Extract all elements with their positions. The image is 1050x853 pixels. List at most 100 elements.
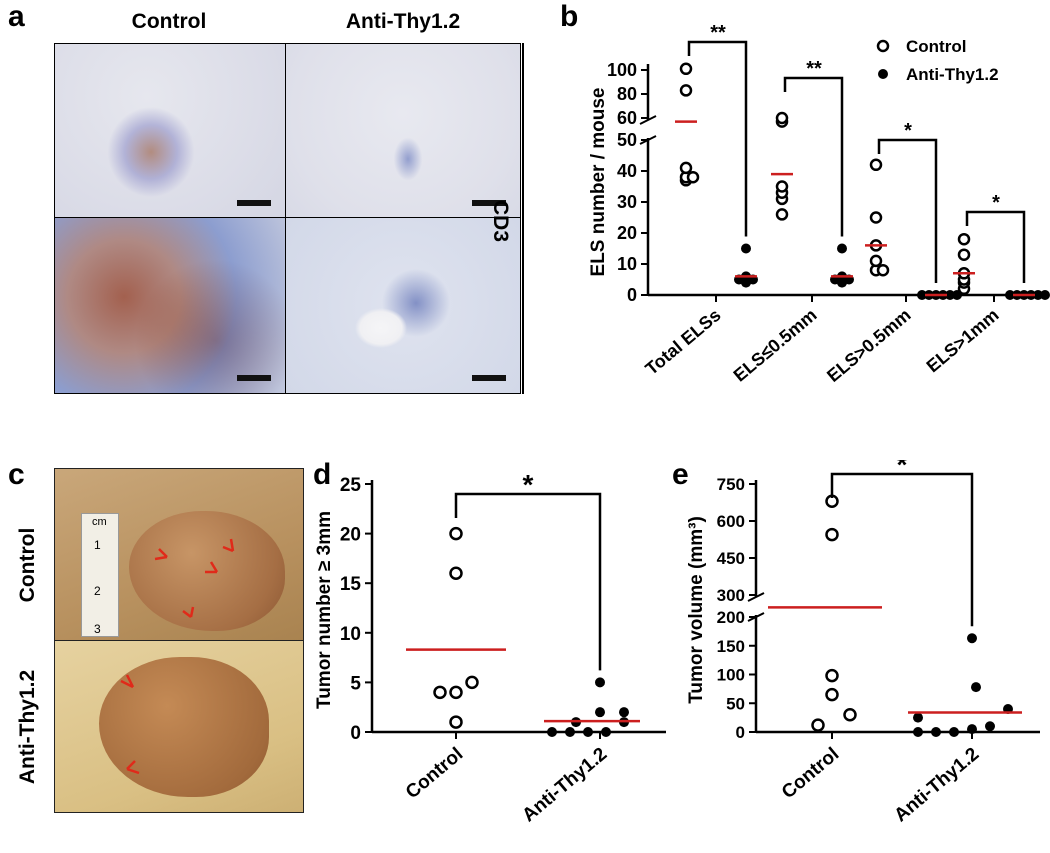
d-point-control [433,685,447,700]
scale-bar [237,200,271,206]
b-point-antithy [741,243,751,254]
d-point-control [449,566,463,581]
b-y-tick-label: 20 [617,223,637,243]
d-x-tick-label: Control [402,744,467,804]
row-label-antithy: Anti-Thy1.2 [16,669,39,785]
b-significance-bracket [783,76,844,237]
e-point-control [825,527,839,542]
ruler-mark-3: 3 [94,622,101,636]
d-point-control [449,685,463,700]
e-y-tick-label: 300 [717,586,745,605]
scale-bar [237,375,271,381]
b-point-control [775,111,789,125]
panel-a-letter: a [8,0,25,33]
b-point-antithy [1005,290,1015,300]
d-y-tick-label: 15 [340,574,362,595]
d-x-tick-label: Anti-Thy1.2 [518,744,611,827]
d-y-tick-label: 25 [340,475,362,496]
b-y-tick-label: 0 [627,285,637,305]
e-point-antithy [931,727,941,737]
e-point-antithy [967,724,977,735]
d-significance-label: * [523,469,534,500]
b-point-control [679,161,693,175]
ruler-mark-2: 2 [94,584,101,598]
b-significance-label: ** [710,22,726,44]
micrograph-antithy-high-mag [285,217,521,394]
d-point-antithy [619,707,629,718]
b-y-tick-label: 60 [617,108,637,128]
b-y-tick-label: 10 [617,254,637,274]
photo-control-liver: cm 1 2 3 [54,468,304,641]
e-y-tick-label: 150 [717,637,745,656]
e-x-tick-label: Control [778,744,843,804]
ruler-unit: cm [92,516,107,528]
ruler-mark-1: 1 [94,538,101,552]
d-point-antithy [565,727,575,737]
d-point-antithy [547,727,557,737]
b-y-tick-label: 40 [617,161,637,181]
b-point-control [679,62,693,76]
panel-c-letter: c [8,458,25,491]
e-point-antithy [913,712,923,723]
b-legend-label-control: Control [906,37,966,56]
d-point-antithy [583,727,593,737]
e-point-antithy [971,682,981,693]
chart-e: 0 50 100 150 200 300 450 600 750 Tumor volume (mm… [686,460,1040,827]
photo-antithy-liver [54,640,304,813]
b-point-control [869,254,883,268]
liver-antithy [99,657,269,797]
b-point-control [957,232,971,246]
d-y-tick-label: 20 [340,525,361,546]
e-point-control [825,687,839,702]
b-x-tick-label: ELS>1mm [923,305,1003,377]
b-point-antithy [1040,290,1050,300]
b-x-tick-label: Total ELSs [641,305,724,379]
e-point-antithy [985,721,995,732]
e-point-control [811,718,825,732]
b-x-tick-label: ELS>0.5mm [823,305,914,386]
b-y-tick-label: 50 [617,130,637,150]
d-point-antithy [595,707,605,718]
panel-a-header-control: Control [131,10,207,33]
panel-e-letter: e [672,458,689,491]
e-y-axis-label: Tumor volume (mm³) [686,516,707,704]
b-point-control [876,263,890,277]
b-point-control [679,84,693,97]
b-y-axis-label: ELS number / mouse [588,88,609,277]
d-point-antithy [595,677,605,688]
e-point-control [825,668,839,683]
row-label-control: Control [16,527,39,603]
tumor-arrows-control [154,538,235,618]
b-point-antithy [945,290,955,300]
b-point-control [869,211,883,224]
b-legend-label-antithy: Anti-Thy1.2 [906,65,999,84]
e-x-tick-label: Anti-Thy1.2 [890,744,983,827]
e-point-control [843,708,857,722]
b-legend-marker-control [876,39,890,53]
b-significance-label: * [992,192,1000,214]
d-point-control [449,526,463,541]
panel-a-header-antithy: Anti-Thy1.2 [345,10,461,33]
micrograph-control-high-mag [54,217,286,394]
b-point-antithy [1033,290,1043,300]
e-axis-break [747,592,765,602]
micrograph-control-low-mag [54,43,286,219]
b-point-control [775,180,789,193]
e-y-tick-label: 750 [717,475,745,494]
d-point-control [465,675,479,690]
b-significance-label: ** [806,58,822,80]
b-significance-bracket [965,210,1026,283]
panel-d-letter: d [313,458,332,491]
micrograph-antithy-low-mag [285,43,521,219]
e-y-tick-label: 100 [717,666,745,685]
e-significance-label: * [897,460,908,480]
b-y-tick-label: 30 [617,192,637,212]
e-y-tick-label: 200 [717,608,745,627]
stain-bracket-line [522,43,524,394]
b-point-control [957,248,971,261]
e-y-tick-label: 50 [726,694,745,713]
b-point-control [869,158,883,172]
b-point-antithy [837,243,847,254]
b-y-tick-label: 80 [617,84,637,104]
